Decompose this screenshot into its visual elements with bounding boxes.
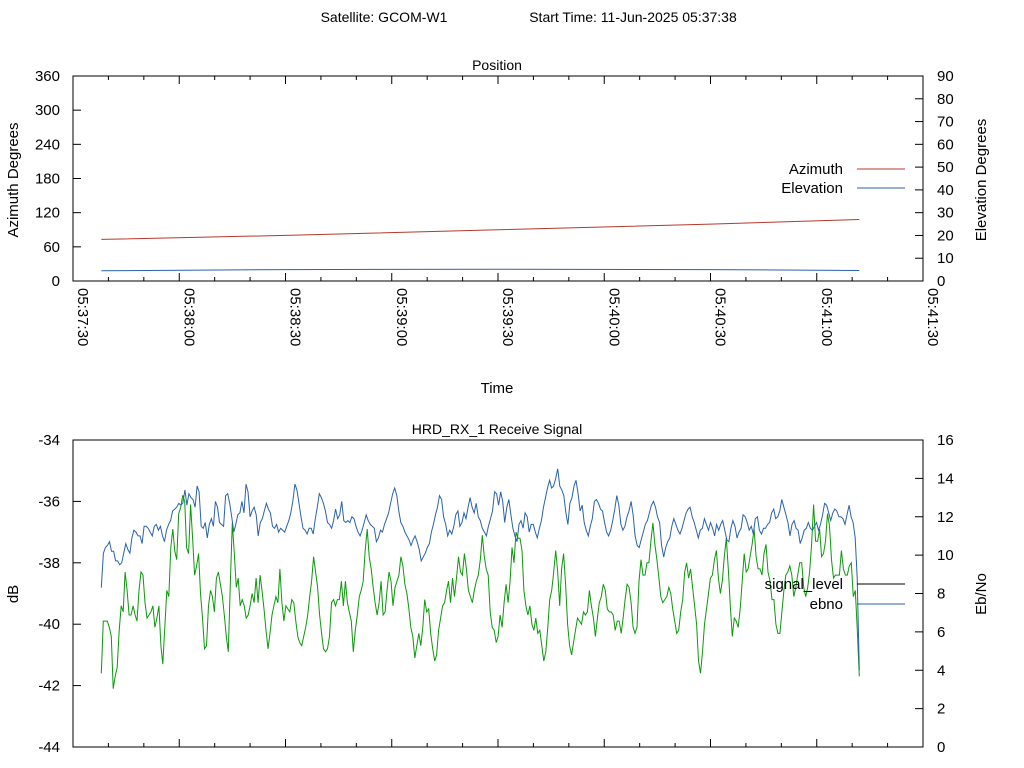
azimuth-tick-label: 120 <box>35 205 60 222</box>
position-series <box>101 219 860 272</box>
azimuth-tick-label: 300 <box>35 102 60 119</box>
azimuth-tick-labels: 0 60 120 180 240 300 360 <box>35 68 60 290</box>
time-tick-label: 05:40:30 <box>712 288 729 346</box>
db-tick-label: -36 <box>38 493 60 510</box>
time-tick-label: 05:39:00 <box>393 288 410 346</box>
ebno-tick-label: 16 <box>937 432 954 449</box>
position-tick-marks <box>72 75 924 282</box>
elevation-tick-label: 0 <box>937 273 945 290</box>
db-tick-label: -38 <box>38 555 60 572</box>
db-tick-label: -44 <box>38 739 60 756</box>
start-time-label: Start Time: 11-Jun-2025 05:37:38 <box>529 9 737 25</box>
elevation-tick-label: 90 <box>937 68 954 85</box>
db-tick-label: -34 <box>38 432 60 449</box>
db-tick-label: -40 <box>38 616 60 633</box>
azimuth-tick-label: 180 <box>35 171 60 188</box>
signal-chart-title: HRD_RX_1 Receive Signal <box>412 421 582 437</box>
position-chart: Position 0 60 120 180 240 300 360 0 10 20 30 40 50 6… <box>5 57 990 397</box>
signal-series <box>100 468 860 689</box>
time-tick-label: 05:39:30 <box>499 288 516 346</box>
elevation-tick-label: 70 <box>937 114 954 131</box>
elevation-tick-label: 10 <box>937 250 954 267</box>
legend-elevation-label: Elevation <box>781 180 843 197</box>
ebno-tick-labels: 0 2 4 6 8 10 12 14 16 <box>937 432 954 756</box>
elevation-tick-labels: 0 10 20 30 40 50 60 70 80 90 <box>937 68 954 290</box>
db-tick-label: -42 <box>38 678 60 695</box>
ebno-tick-label: 2 <box>937 701 945 718</box>
legend-ebno-label: ebno <box>810 596 843 613</box>
time-tick-label: 05:38:00 <box>180 288 197 346</box>
db-tick-labels: -34 -36 -38 -40 -42 -44 <box>38 432 60 756</box>
ebno-tick-label: 12 <box>937 509 954 526</box>
elevation-tick-label: 40 <box>937 182 954 199</box>
position-chart-title: Position <box>472 57 522 73</box>
time-tick-label: 05:40:00 <box>605 288 622 346</box>
time-tick-label: 05:38:30 <box>287 288 304 346</box>
time-tick-label: 05:37:30 <box>74 288 91 346</box>
satellite-label: Satellite: GCOM-W1 <box>321 9 448 25</box>
signal-level-line <box>100 495 860 689</box>
azimuth-tick-label: 0 <box>52 273 60 290</box>
elevation-tick-label: 50 <box>937 159 954 176</box>
time-tick-label: 05:41:00 <box>818 288 835 346</box>
position-x-axis-label: Time <box>481 380 514 397</box>
ebno-tick-label: 8 <box>937 586 945 603</box>
ebno-line <box>100 468 860 671</box>
elevation-tick-label: 20 <box>937 227 954 244</box>
time-tick-label: 05:41:30 <box>924 288 941 346</box>
azimuth-tick-label: 360 <box>35 68 60 85</box>
signal-right-axis-label: Eb/No <box>973 573 990 615</box>
azimuth-tick-label: 60 <box>43 239 60 256</box>
elevation-line <box>101 268 860 272</box>
ebno-tick-label: 6 <box>937 624 945 641</box>
ebno-tick-label: 4 <box>937 662 945 679</box>
azimuth-line <box>101 219 860 240</box>
signal-left-axis-label: dB <box>5 585 22 603</box>
elevation-tick-label: 30 <box>937 205 954 222</box>
ebno-tick-label: 14 <box>937 470 954 487</box>
position-left-axis-label: Azimuth Degrees <box>5 122 22 237</box>
elevation-tick-label: 60 <box>937 136 954 153</box>
azimuth-tick-label: 240 <box>35 136 60 153</box>
time-tick-labels: 05:37:30 05:38:00 05:38:30 05:39:00 05:39:30… <box>74 288 941 346</box>
signal-tick-marks <box>72 439 924 748</box>
ebno-tick-label: 0 <box>937 739 945 756</box>
ebno-tick-label: 10 <box>937 547 954 564</box>
position-plot-frame <box>72 75 924 282</box>
legend-azimuth-label: Azimuth <box>789 161 843 178</box>
position-right-axis-label: Elevation Degrees <box>973 119 990 242</box>
elevation-tick-label: 80 <box>937 91 954 108</box>
legend-signal-level-label: signal_level <box>765 576 843 593</box>
signal-chart: HRD_RX_1 Receive Signal -34-36-38-40-42-… <box>5 421 990 756</box>
